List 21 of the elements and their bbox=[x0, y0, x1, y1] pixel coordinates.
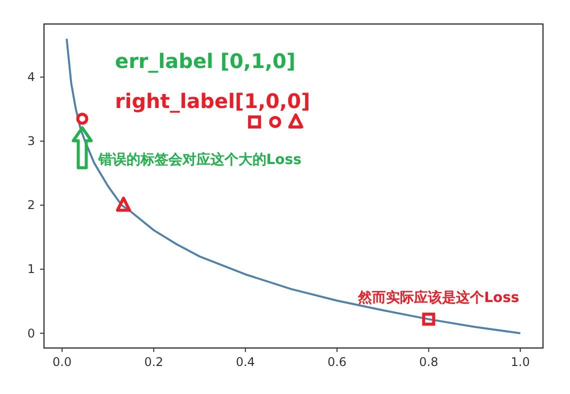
annotation: err_label [0,1,0] bbox=[115, 49, 296, 73]
point bbox=[288, 113, 304, 128]
y-tick-label: 1 bbox=[27, 262, 35, 276]
x-tick-label: 0.8 bbox=[419, 355, 438, 369]
x-tick-label: 0.6 bbox=[327, 355, 347, 369]
x-tick-label: 0.0 bbox=[52, 355, 72, 369]
point bbox=[76, 112, 88, 125]
annotation: 然而实际应该是这个Loss bbox=[357, 289, 520, 306]
x-tick-label: 0.2 bbox=[144, 355, 164, 369]
point bbox=[422, 312, 436, 326]
x-tick-label: 1.0 bbox=[510, 355, 530, 369]
annotation: 错误的标签会对应这个大的Loss bbox=[97, 150, 302, 168]
y-tick-label: 3 bbox=[27, 134, 35, 148]
y-tick-label: 4 bbox=[27, 70, 35, 84]
y-tick-label: 0 bbox=[27, 326, 35, 340]
annotation: right_label[1,0,0] bbox=[115, 89, 310, 113]
y-tick-label: 2 bbox=[27, 198, 35, 212]
point bbox=[116, 196, 131, 212]
point bbox=[269, 116, 282, 128]
x-tick-label: 0.4 bbox=[236, 355, 255, 369]
point bbox=[248, 115, 262, 128]
